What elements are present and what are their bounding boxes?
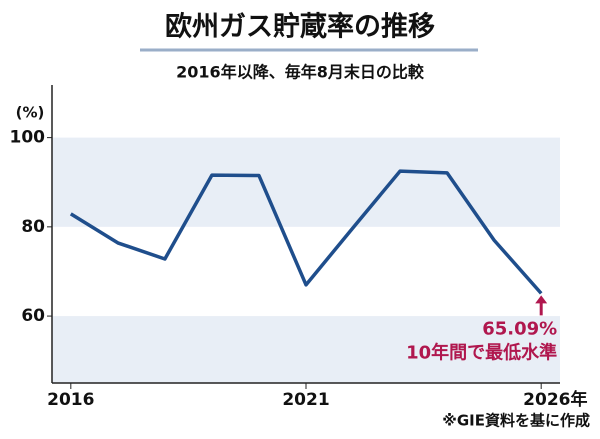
y-tick-label: 80 bbox=[21, 217, 45, 237]
annotation-arrowhead bbox=[535, 295, 548, 304]
grid-band bbox=[52, 137, 560, 227]
grid-band bbox=[52, 316, 560, 383]
source-note: ※GIE資料を基に作成 bbox=[442, 412, 590, 430]
y-tick-label: 60 bbox=[21, 306, 45, 326]
y-tick-label: 100 bbox=[10, 128, 46, 148]
x-tick-label: 2021 bbox=[282, 390, 329, 410]
x-tick-label: 2016 bbox=[47, 390, 94, 410]
annotation-note: 10年間で最低水準 bbox=[406, 341, 557, 363]
annotation-value: 65.09% bbox=[482, 318, 557, 339]
chart-subtitle: 2016年以降、毎年8月末日の比較 bbox=[176, 63, 425, 82]
chart-title: 欧州ガス貯蔵率の推移 bbox=[165, 11, 435, 43]
data-line bbox=[69, 169, 543, 295]
y-axis-label: (%) bbox=[16, 104, 45, 122]
x-tick-label: 2026年 bbox=[523, 389, 587, 410]
